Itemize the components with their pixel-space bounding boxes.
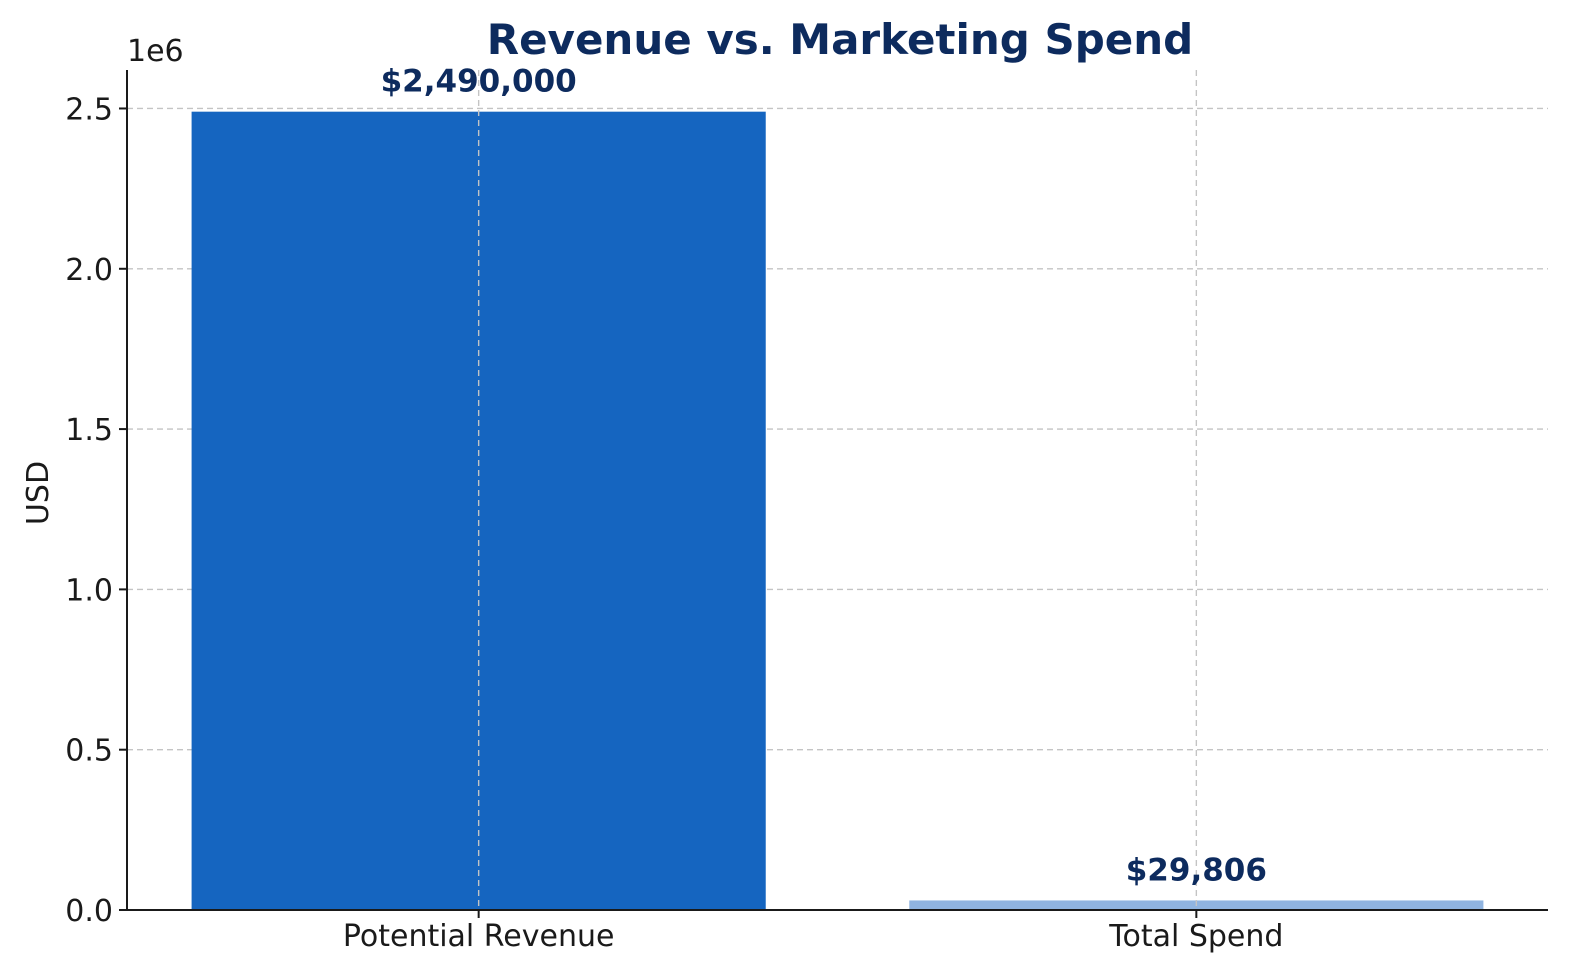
y-tick-label: 1.0 xyxy=(65,573,113,608)
y-axis-label: USD xyxy=(21,461,56,525)
ticks: 0.0 0.5 1.0 1.5 2.0 2.5 Potential Revenue Total… xyxy=(65,92,1283,954)
y-tick-label: 1.5 xyxy=(65,413,113,448)
data-label-0: $2,490,000 xyxy=(381,64,577,100)
x-tick-label: Total Spend xyxy=(1108,919,1283,954)
chart-title: Revenue vs. Marketing Spend xyxy=(487,15,1194,64)
y-tick-label: 0.0 xyxy=(65,894,113,929)
x-tick-label: Potential Revenue xyxy=(343,919,615,954)
data-label-1: $29,806 xyxy=(1126,852,1267,888)
y-tick-label: 2.0 xyxy=(65,253,113,288)
data-labels: $2,490,000 $29,806 xyxy=(381,64,1267,910)
y-axis-offset-label: 1e6 xyxy=(127,34,184,69)
bars xyxy=(191,111,1484,911)
axes xyxy=(126,70,1548,911)
y-tick-label: 0.5 xyxy=(65,734,113,769)
y-tick-label: 2.5 xyxy=(65,92,113,127)
